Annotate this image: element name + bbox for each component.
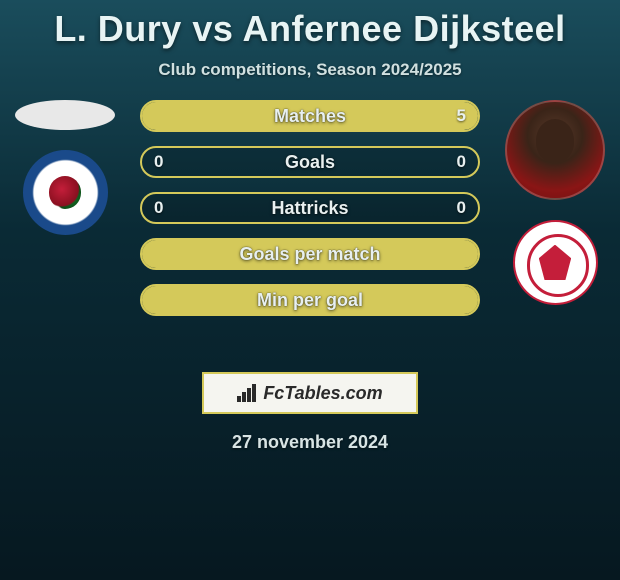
player-left-club-badge — [23, 150, 108, 235]
left-player-column — [10, 100, 120, 235]
stat-value-right: 5 — [457, 102, 466, 130]
page-title: L. Dury vs Anfernee Dijksteel — [0, 0, 620, 50]
player-right-avatar — [505, 100, 605, 200]
subtitle: Club competitions, Season 2024/2025 — [0, 60, 620, 80]
stat-row-goals: 0 Goals 0 — [140, 146, 480, 178]
stat-label: Matches — [142, 102, 478, 130]
brand-text: FcTables.com — [263, 383, 382, 404]
brand-badge: FcTables.com — [202, 372, 418, 414]
bar-chart-icon — [237, 384, 259, 402]
stat-row-hattricks: 0 Hattricks 0 — [140, 192, 480, 224]
stat-label: Hattricks — [142, 194, 478, 222]
player-left-avatar — [15, 100, 115, 130]
stat-label: Goals per match — [142, 240, 478, 268]
stat-bars: Matches 5 0 Goals 0 0 Hattricks 0 Goals … — [140, 100, 480, 330]
stat-label: Min per goal — [142, 286, 478, 314]
stat-value-right: 0 — [457, 194, 466, 222]
stat-label: Goals — [142, 148, 478, 176]
date-label: 27 november 2024 — [0, 432, 620, 453]
right-player-column — [500, 100, 610, 305]
comparison-panel: Matches 5 0 Goals 0 0 Hattricks 0 Goals … — [0, 108, 620, 368]
stat-row-min-per-goal: Min per goal — [140, 284, 480, 316]
stat-row-matches: Matches 5 — [140, 100, 480, 132]
stat-value-right: 0 — [457, 148, 466, 176]
player-right-club-badge — [513, 220, 598, 305]
stat-row-goals-per-match: Goals per match — [140, 238, 480, 270]
